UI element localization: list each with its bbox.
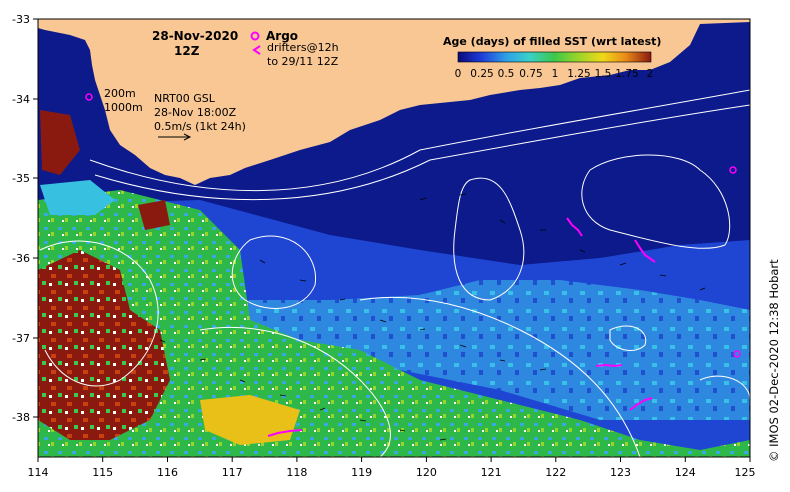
- x-tick-label: 124: [675, 466, 696, 479]
- contour-lines: [39, 89, 750, 457]
- colorbar-tick: 0.5: [498, 68, 515, 80]
- age-zone-yellow: [200, 395, 300, 445]
- y-tick-label: -38: [12, 411, 30, 424]
- map-time: 12Z: [174, 44, 200, 58]
- argo-float: [733, 350, 741, 358]
- map-plot-area: [38, 19, 750, 457]
- colorbar-gradient: [457, 51, 652, 63]
- x-tick-label: 125: [735, 466, 756, 479]
- age-zone-cyan: [230, 280, 750, 420]
- colorbar-tick: 1.5: [595, 68, 612, 80]
- age-zone-cyan-west: [40, 180, 115, 215]
- y-tick-label: -34: [12, 93, 30, 106]
- colorbar-tick: 0.75: [519, 68, 542, 80]
- x-tick-label: 120: [416, 466, 437, 479]
- y-tick-label: -36: [12, 252, 30, 265]
- age-zone-green: [38, 190, 750, 457]
- age-colorbar: Age (days) of filled SST (wrt latest) 0 …: [443, 35, 661, 80]
- x-tick-label: 115: [92, 466, 113, 479]
- age-zone-old-2: [40, 110, 80, 175]
- drifters-legend-label-1: drifters@12h: [267, 41, 339, 54]
- colorbar-tick: 1: [552, 68, 559, 80]
- map-frame: [37, 18, 751, 458]
- x-tick-label: 114: [28, 466, 49, 479]
- drifter-track: [629, 397, 653, 411]
- colorbar-tick: 1.75: [615, 68, 638, 80]
- isobath-label-1000m: 1000m: [104, 101, 143, 114]
- copyright-text: © IMOS 02-Dec-2020 12:38 Hobart: [767, 259, 781, 462]
- argo-float: [85, 93, 93, 101]
- x-tick-label: 118: [286, 466, 307, 479]
- y-tick-label: -37: [12, 332, 30, 345]
- x-tick-label: 121: [481, 466, 502, 479]
- x-tick-label: 123: [610, 466, 631, 479]
- argo-float: [729, 166, 737, 174]
- y-tick-label: -35: [12, 172, 30, 185]
- drifters-legend-label-2: to 29/11 12Z: [267, 55, 339, 68]
- drifter-tracks: [267, 217, 656, 437]
- age-zone-old-3: [138, 200, 170, 230]
- map-date: 28-Nov-2020: [152, 29, 238, 43]
- scale-label: 0.5m/s (1kt 24h): [154, 120, 246, 133]
- age-zone-old: [38, 250, 170, 440]
- isobath-label-200m: 200m: [104, 87, 136, 100]
- argo-legend-label: Argo: [266, 29, 298, 43]
- x-tick-label: 117: [222, 466, 243, 479]
- drifter-track: [634, 239, 656, 263]
- x-tick-label: 122: [545, 466, 566, 479]
- scale-arrow-icon: [158, 133, 192, 141]
- argo-marker-icon: [250, 31, 260, 41]
- argo-floats: [85, 93, 741, 358]
- x-tick-label: 119: [351, 466, 372, 479]
- colorbar-tick: 2: [647, 68, 654, 80]
- nrt-time-label: 28-Nov 18:00Z: [154, 106, 237, 119]
- argo-legend: Argo drifters@12h to 29/11 12Z: [250, 29, 339, 68]
- x-axis: 114 115 116 117 118 119 120 121 122 123 …: [28, 457, 756, 479]
- nrt-product-label: NRT00 GSL: [154, 92, 216, 105]
- colorbar-title: Age (days) of filled SST (wrt latest): [443, 35, 661, 48]
- colorbar-tick: 1.25: [567, 68, 590, 80]
- drifter-track: [267, 429, 303, 437]
- x-tick-label: 116: [157, 466, 178, 479]
- y-tick-label: -33: [12, 13, 30, 26]
- velocity-vectors: [159, 193, 706, 441]
- y-axis: -33 -34 -35 -36 -37 -38: [12, 13, 38, 424]
- colorbar-tick: 0.25: [470, 68, 493, 80]
- colorbar-tick: 0: [455, 68, 462, 80]
- drifter-marker-icon: [252, 45, 261, 55]
- drifter-track: [595, 363, 623, 368]
- drifter-track: [566, 217, 583, 237]
